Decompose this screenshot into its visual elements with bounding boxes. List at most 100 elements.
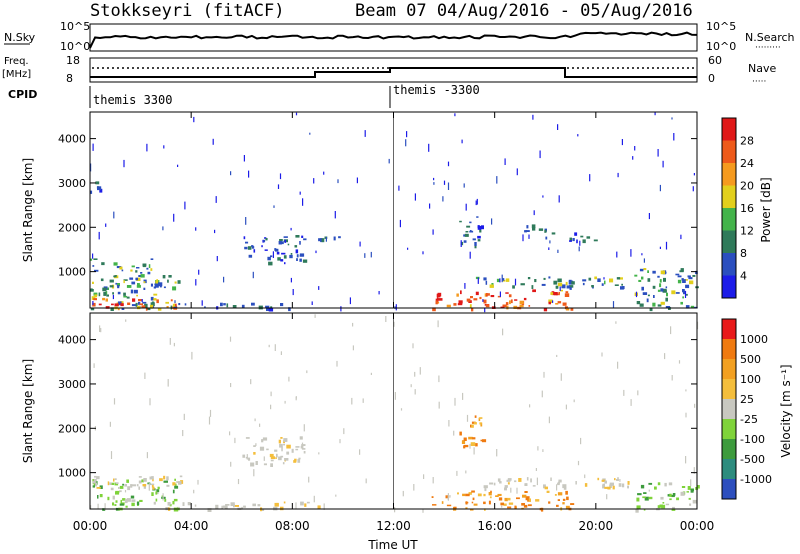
velocity-echo-cell [96,476,100,480]
velocity-echo-cell [665,503,670,506]
velocity-echo-cell [167,379,169,387]
velocity-echo-cell [301,442,304,449]
velocity-echo-cell [503,503,507,506]
power-echo-cell [589,174,591,182]
velocity-echo-cell [280,455,284,458]
power-echo-cell [131,281,136,285]
velocity-echo-cell [113,398,116,405]
velocity-echo-cell [152,478,154,482]
nave-legend: ····· [752,77,766,87]
power-echo-cell [120,301,124,304]
power-echo-cell [687,275,691,278]
power-echo-cell [105,306,110,309]
velocity-echo-cell [110,451,113,459]
power-echo-cell [657,304,662,307]
velocity-echo-cell [245,437,250,439]
power-echo-cell [680,268,684,272]
power-echo-cell [666,292,668,297]
velocity-echo-cell [529,404,531,408]
velocity-echo-cell [477,493,482,497]
velocity-echo-cell [149,483,155,486]
velocity-echo-cell [291,448,294,453]
power-echo-cell [635,291,638,298]
power-echo-cell [99,188,103,193]
velocity-echo-cell [635,508,639,513]
power-echo-cell [460,240,462,247]
velocity-echo-cell [419,367,421,375]
velocity-echo-cell [172,489,175,494]
power-echo-cell [620,286,624,290]
power-echo-cell [485,280,488,285]
power-echo-cell [251,245,254,247]
power-echo-cell [177,280,181,284]
power-echo-cell [116,283,120,287]
velocity-echo-cell [173,498,178,502]
power-echo-cell [675,273,680,276]
velocity-echo-cell [562,502,565,505]
power-echo-cell [588,277,592,281]
velocity-echo-cell [149,476,153,480]
velocity-echo-cell [124,499,128,504]
velocity-echo-cell [623,389,625,396]
power-echo-cell [150,268,153,271]
power-echo-cell [126,296,130,299]
power-echo-region-6 [318,236,341,243]
velocity-echo-region-5 [459,415,487,449]
power-echo-cell [153,298,157,301]
power-echo-cell [290,277,292,283]
velocity-echo-cell [664,482,667,487]
power-echo-cell [284,262,286,265]
velocity-colorbar-swatch [722,419,736,439]
velocity-echo-cell [115,482,119,484]
velocity-echo-cell [119,490,122,493]
power-echo-cell [643,293,647,295]
velocity-echo-cell [557,482,560,486]
power-echo-cell [591,285,594,288]
power-echo-cell [251,302,255,306]
velocity-echo-cell [167,502,171,506]
power-echo-cell [663,277,666,282]
velocity-echo-cell [507,482,510,485]
velocity-echo-cell [303,451,306,454]
velocity-echo-cell [573,399,575,403]
power-echo-cell [109,285,114,288]
power-echo-region-13 [634,268,699,312]
power-echo-cell [463,240,467,243]
power-echo-cell [279,173,282,180]
velocity-echo-cell [261,439,264,443]
velocity-echo-cell [275,457,277,459]
velocity-echo-cell [518,478,522,482]
velocity-echo-cell [92,485,95,488]
velocity-echo-cell [109,421,111,427]
power-echo-cell [114,303,119,307]
velocity-echo-cell [466,414,469,422]
velocity-echo-cell [335,494,337,497]
velocity-echo-cell [163,480,168,483]
power-echo-cell [340,306,342,312]
power-echo-cell [174,303,177,307]
power-echo-cell [299,258,302,262]
velocity-echo-cell [570,503,575,505]
power-echo-cell [643,268,647,271]
velocity-echo-cell [537,446,539,451]
frequency-line [90,67,697,78]
velocity-echo-cell [112,502,115,506]
power-echo-cell [113,262,118,266]
velocity-echo-cell [607,486,611,490]
velocity-echo-cell [535,468,537,471]
velocity-echo-cell [250,462,255,467]
power-echo-cell [162,226,164,231]
power-echo-cell [657,149,659,157]
velocity-echo-cell [109,482,112,485]
power-echo-cell [447,182,450,190]
power-echo-cell [491,283,494,285]
velocity-echo-cell [253,469,255,477]
velocity-echo-cell [548,501,551,504]
velocity-echo-cell [97,495,99,499]
velocity-echo-cell [475,443,478,447]
power-echo-cell [284,239,287,243]
power-echo-cell [157,307,162,311]
power-echo-cell [155,280,159,284]
velocity-echo-cell [146,452,148,459]
velocity-echo-cell [681,486,686,488]
